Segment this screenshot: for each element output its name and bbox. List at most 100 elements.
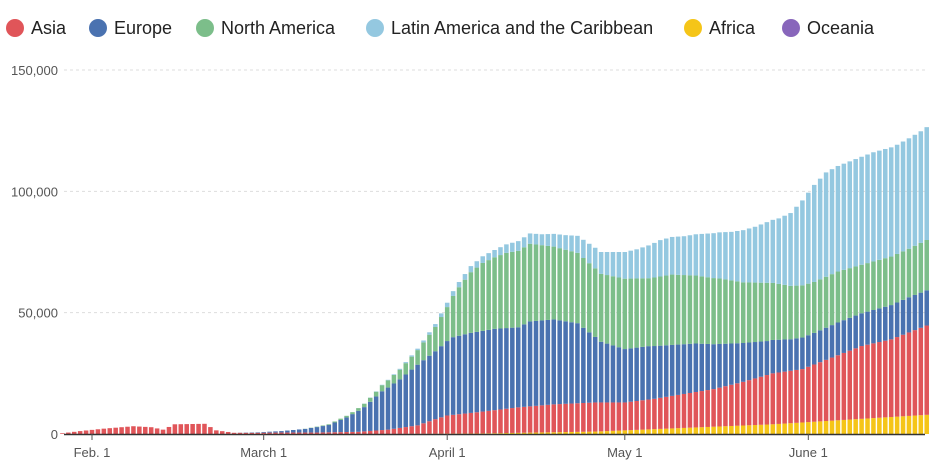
bar-segment-latin-america-and-the-caribbean xyxy=(859,156,864,265)
bar-segment-latin-america-and-the-caribbean xyxy=(800,200,805,286)
bar-segment-north-america xyxy=(362,403,367,408)
bar-segment-asia xyxy=(474,412,480,434)
bar-segment-latin-america-and-the-caribbean xyxy=(817,178,823,280)
bar-segment-latin-america-and-the-caribbean xyxy=(669,236,675,275)
bar-segment-europe xyxy=(545,319,551,405)
legend-label-oceania: Oceania xyxy=(807,17,875,38)
bar-segment-north-america xyxy=(545,245,551,320)
bar-segment-africa xyxy=(806,422,811,434)
bar-segment-europe xyxy=(900,299,906,335)
bar-segment-asia xyxy=(829,357,835,421)
bar-segment-africa xyxy=(681,427,687,434)
bar-segment-asia xyxy=(598,402,604,432)
bar-segment-europe xyxy=(409,369,414,427)
bar-segment-north-america xyxy=(498,255,503,329)
bar-segment-asia xyxy=(527,406,533,433)
bar-segment-asia xyxy=(693,392,699,428)
bar-segment-asia xyxy=(871,343,876,419)
bar-segment-asia xyxy=(776,372,781,424)
bar-segment-asia xyxy=(800,369,805,423)
bar-segment-latin-america-and-the-caribbean xyxy=(675,236,681,275)
bar-segment-north-america xyxy=(829,274,835,326)
bar-segment-asia xyxy=(717,387,722,427)
bar-segment-latin-america-and-the-caribbean xyxy=(557,234,562,249)
bar-segment-asia xyxy=(705,390,710,427)
bar-segment-africa xyxy=(906,415,912,434)
bar-segment-asia xyxy=(764,375,770,425)
bar-segment-europe xyxy=(427,355,432,422)
bar-segment-europe xyxy=(669,344,675,396)
bar-segment-asia xyxy=(66,432,71,434)
bar-segment-europe xyxy=(823,327,829,360)
bar-segment-asia xyxy=(616,402,622,431)
bar-segment-europe xyxy=(817,330,823,363)
bar-segment-europe xyxy=(391,383,397,429)
bar-segment-africa xyxy=(622,430,628,434)
bar-segment-asia xyxy=(782,371,787,424)
bar-segment-europe xyxy=(616,347,622,403)
bar-segment-europe xyxy=(533,320,539,406)
bar-segment-europe xyxy=(308,427,314,433)
bar-segment-asia xyxy=(740,381,746,426)
legend-swatch-asia xyxy=(6,19,24,37)
bar-segment-asia xyxy=(729,384,734,426)
bar-segment-europe xyxy=(587,332,592,403)
bar-segment-europe xyxy=(640,346,645,401)
bar-segment-asia xyxy=(444,415,450,434)
bar-segment-asia xyxy=(314,432,320,434)
bar-segment-africa xyxy=(740,425,746,434)
bar-segment-asia xyxy=(575,403,580,432)
bar-segment-europe xyxy=(480,330,485,412)
bar-segment-asia xyxy=(883,340,888,418)
bar-segment-africa xyxy=(752,425,758,434)
bar-segment-latin-america-and-the-caribbean xyxy=(592,247,598,269)
bar-segment-europe xyxy=(782,339,787,372)
bar-segment-asia xyxy=(859,346,864,419)
bar-segment-north-america xyxy=(575,252,580,324)
legend-swatch-europe xyxy=(89,19,107,37)
bar-segment-asia xyxy=(539,405,545,433)
bar-segment-asia xyxy=(551,404,557,433)
bar-segment-latin-america-and-the-caribbean xyxy=(498,247,503,256)
bar-segment-asia xyxy=(255,432,261,434)
bar-segment-latin-america-and-the-caribbean xyxy=(776,218,781,284)
x-axis xyxy=(64,433,925,440)
bar-segment-africa xyxy=(835,420,841,434)
bar-segment-latin-america-and-the-caribbean xyxy=(794,206,799,286)
bar-segment-north-america xyxy=(841,269,847,321)
bar-segment-asia xyxy=(439,417,444,434)
bar-segment-north-america xyxy=(551,246,557,320)
bar-segment-north-america xyxy=(853,266,858,316)
bar-segment-asia xyxy=(71,431,77,434)
bar-segment-north-america xyxy=(320,425,326,427)
bar-segment-europe xyxy=(296,429,302,433)
bar-segment-latin-america-and-the-caribbean xyxy=(924,127,929,240)
bar-segment-north-america xyxy=(729,280,734,344)
bar-segment-north-america xyxy=(723,279,728,344)
bar-segment-latin-america-and-the-caribbean xyxy=(906,138,912,249)
bar-segment-africa xyxy=(782,423,787,434)
bar-segment-asia xyxy=(385,429,391,434)
bar-segment-europe xyxy=(906,297,912,333)
bar-segment-europe xyxy=(717,343,722,388)
bar-segment-europe xyxy=(474,331,480,413)
bar-segment-asia xyxy=(308,432,314,434)
bar-segment-north-america xyxy=(906,248,912,298)
bar-segment-asia xyxy=(669,395,675,429)
bar-segment-africa xyxy=(581,431,586,434)
bar-segment-europe xyxy=(758,341,764,377)
bar-segment-africa xyxy=(717,426,722,434)
bar-segment-europe xyxy=(610,345,616,403)
bar-segment-asia xyxy=(362,431,367,434)
legend-item-africa: Africa xyxy=(684,16,755,40)
bar-segment-latin-america-and-the-caribbean xyxy=(918,131,924,243)
bar-segment-europe xyxy=(444,341,450,416)
bar-segment-latin-america-and-the-caribbean xyxy=(628,250,633,279)
bar-segment-europe xyxy=(841,320,847,353)
bar-segment-asia xyxy=(273,432,278,434)
bar-segment-africa xyxy=(865,418,870,434)
bar-segment-asia xyxy=(415,425,420,434)
bar-segment-asia xyxy=(166,426,172,434)
bar-segment-africa xyxy=(811,421,817,434)
bar-segment-latin-america-and-the-caribbean xyxy=(888,147,894,257)
